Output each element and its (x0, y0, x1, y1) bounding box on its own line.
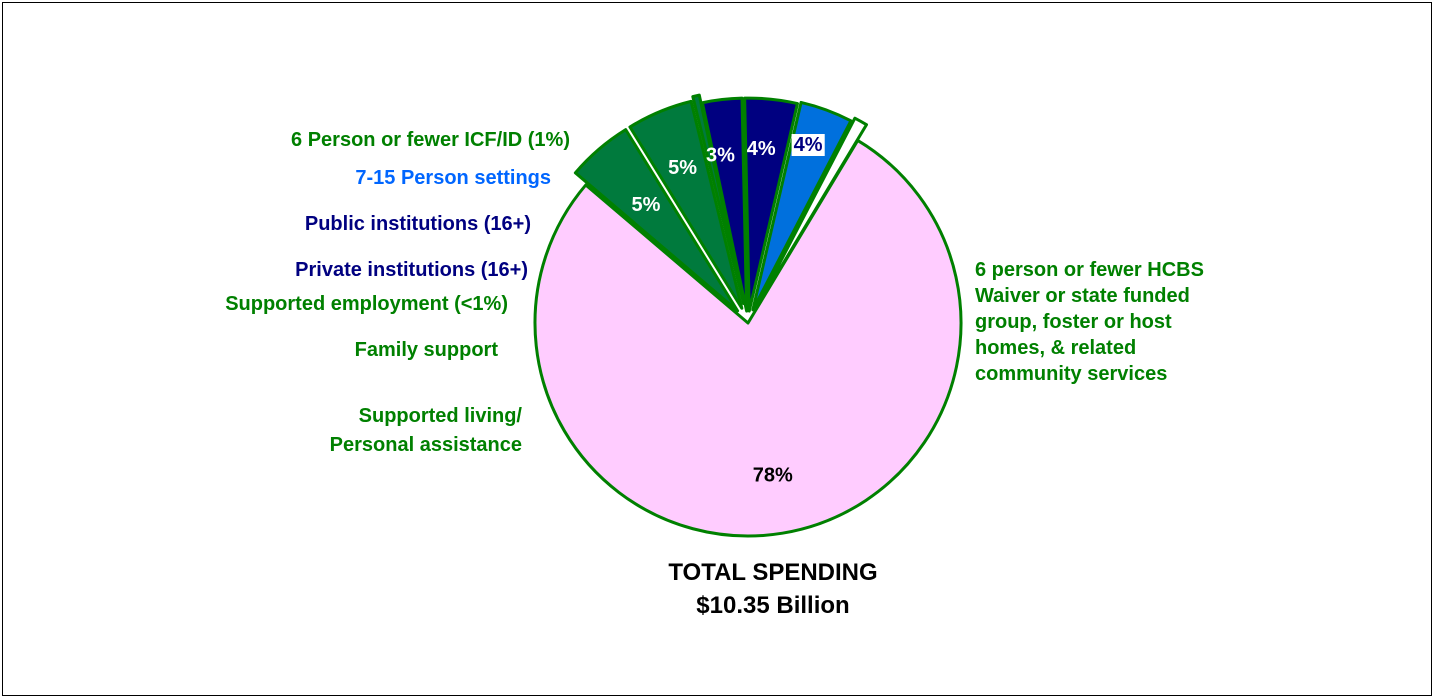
slice-category-label: 6 person or fewer HCBS (975, 259, 1204, 281)
pie-slice (533, 138, 963, 538)
slice-percent-label: 5% (632, 194, 661, 216)
percent-label-box (791, 134, 825, 157)
slice-category-label: community services (975, 363, 1167, 385)
pie-slice (755, 116, 868, 309)
percent-labels: 78% 5% 5% 3% 4% 4% (632, 134, 825, 486)
slice-category-label: homes, & related (975, 337, 1136, 359)
slice-category-label: Private institutions (16+) (295, 259, 528, 281)
slice-percent-label: 4% (794, 134, 823, 156)
pie-slice (751, 100, 853, 312)
slice-category-label: 7-15 Person settings (355, 167, 551, 189)
pie-slice (573, 128, 740, 313)
slice-category-label: Personal assistance (330, 434, 522, 456)
slice-percent-label: 78% (753, 464, 793, 486)
slice-category-label: 6 Person or fewer ICF/ID (1%) (291, 129, 570, 151)
total-spending-value: $10.35 Billion (696, 592, 849, 619)
total-spending-label: TOTAL SPENDING (668, 559, 877, 586)
slice-labels: 6 person or fewer HCBS Waiver or state fu… (225, 129, 1204, 456)
slice-category-label: Family support (355, 339, 499, 361)
pie-slice (700, 96, 749, 313)
slice-category-label: group, foster or host (975, 311, 1172, 333)
pie-slices (533, 93, 963, 538)
slice-category-label: Supported living/ (359, 405, 523, 427)
pie-slice (628, 99, 744, 310)
pie-slice (743, 96, 799, 313)
slice-percent-label: 3% (706, 145, 735, 167)
slice-category-label: Waiver or state funded (975, 285, 1190, 307)
slice-percent-label: 4% (747, 138, 776, 160)
slice-category-label: Supported employment (<1%) (225, 293, 508, 315)
pie-slice (691, 93, 746, 306)
slice-percent-label: 5% (668, 157, 697, 179)
slice-category-label: Public institutions (16+) (305, 213, 531, 235)
